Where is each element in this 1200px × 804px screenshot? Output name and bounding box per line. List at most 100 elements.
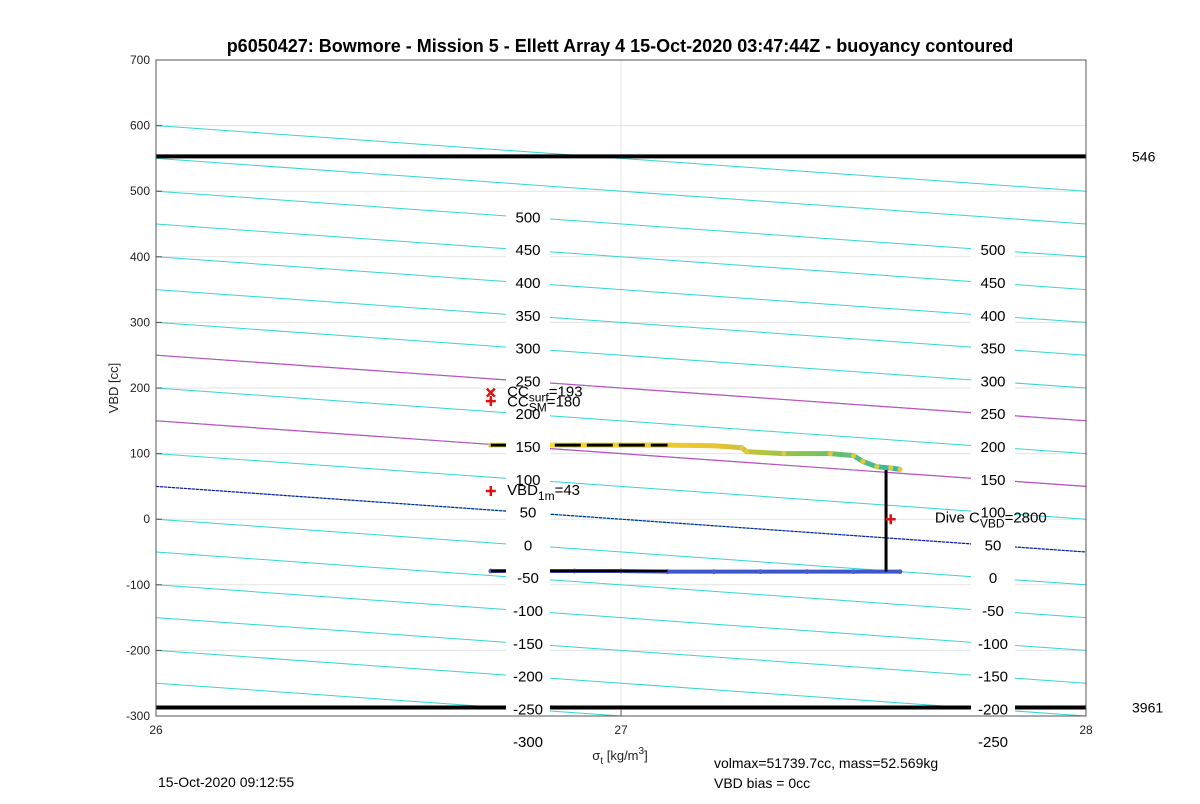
- contour-label-bg: [506, 437, 550, 456]
- contour-label: -150: [978, 669, 1008, 686]
- contour-label-bg: [971, 732, 1015, 751]
- contour-line: [156, 321, 1086, 389]
- x-axis-label: σt [kg/m3]: [592, 746, 647, 767]
- contour-label-bg: [971, 535, 1015, 554]
- contour-line: [156, 387, 1086, 455]
- footer-bias: VBD bias = 0cc: [714, 775, 810, 791]
- y-tick-label: -300: [126, 709, 150, 723]
- y-tick-label: 400: [130, 250, 150, 264]
- marker-plus: [485, 396, 496, 407]
- contour-label: -100: [513, 603, 543, 620]
- y-tick-label: 300: [130, 315, 150, 329]
- contour-line: [156, 256, 1086, 323]
- contour-label: 300: [515, 341, 540, 358]
- contour-labels: 500450400350300250200150100500-50-100-15…: [506, 207, 1015, 751]
- y-tick-label: 0: [143, 512, 150, 526]
- contour-label: 350: [980, 341, 1005, 358]
- contour-line: [156, 190, 1086, 258]
- contour-label: 300: [980, 373, 1005, 390]
- contour-label-bg: [971, 371, 1015, 390]
- contour-label: 400: [515, 275, 540, 292]
- climb-point: [850, 452, 857, 459]
- contour-label-bg: [506, 207, 550, 226]
- x-tick-label: 27: [614, 723, 628, 737]
- footer-volmax: volmax=51739.7cc, mass=52.569kg: [714, 755, 938, 771]
- contour-label: 0: [524, 537, 532, 554]
- chart-title: p6050427: Bowmore - Mission 5 - Ellett A…: [227, 36, 1014, 56]
- annotation: CCSM=180: [507, 393, 580, 414]
- contour-label: 100: [980, 505, 1005, 522]
- contour-label-bg: [971, 338, 1015, 357]
- contour-line: [156, 157, 1086, 225]
- contour-label-bg: [506, 732, 550, 751]
- dive-point: [851, 569, 856, 575]
- contour-label-bg: [506, 601, 550, 620]
- climb-point: [711, 443, 717, 449]
- limit-label: 3961: [1132, 699, 1163, 715]
- contour-label: 450: [515, 242, 540, 259]
- dive-point: [897, 569, 903, 575]
- x-tick-label: 26: [149, 723, 163, 737]
- y-tick-label: 700: [130, 53, 150, 67]
- contour-label-bg: [506, 502, 550, 521]
- y-tick-label: -100: [126, 578, 150, 592]
- contour-line-magenta: [156, 354, 1086, 422]
- data-series: [488, 442, 903, 575]
- contour-line: [156, 551, 1086, 619]
- contour-line: [156, 453, 1086, 520]
- contour-label: 0: [989, 570, 997, 587]
- contour-label-bg: [506, 535, 550, 554]
- marker-plus: [885, 514, 896, 525]
- contour-label-bg: [971, 568, 1015, 587]
- contour-label: 350: [515, 308, 540, 325]
- dive-point: [804, 569, 810, 575]
- contour-label-bg: [506, 273, 550, 292]
- contour-label-bg: [971, 601, 1015, 620]
- contour-label: 100: [515, 472, 540, 489]
- contour-label: 200: [980, 439, 1005, 456]
- contour-label: 150: [515, 439, 540, 456]
- contour-label: -300: [513, 734, 543, 751]
- contour-label: -250: [978, 734, 1008, 751]
- contour-label-bg: [971, 240, 1015, 259]
- dive-point: [711, 569, 717, 575]
- contour-label: -50: [517, 570, 539, 587]
- contour-label: -200: [978, 701, 1008, 718]
- climb-point: [827, 451, 833, 457]
- climb-point: [897, 466, 903, 472]
- contour-label: -50: [982, 603, 1004, 620]
- annotation: VBD1m=43: [507, 482, 580, 503]
- contour-line: [156, 649, 1086, 716]
- dive-point: [758, 569, 763, 575]
- contour-label-bg: [971, 273, 1015, 292]
- marker-x: [485, 387, 496, 398]
- contour-label: 50: [520, 505, 537, 522]
- climb-point: [860, 458, 866, 465]
- annotation: Dive CVBD=2800: [935, 509, 1047, 530]
- contour-label: 200: [515, 406, 540, 423]
- contour-label: 50: [985, 537, 1002, 554]
- contour-label: 500: [515, 209, 540, 226]
- contour-label: 500: [980, 242, 1005, 259]
- contour-label-bg: [506, 371, 550, 390]
- contour-label-bg: [971, 699, 1015, 718]
- contour-label: -100: [978, 636, 1008, 653]
- climb-point: [781, 451, 787, 457]
- contour-line: [156, 518, 1086, 586]
- contour-label-bg: [506, 699, 550, 718]
- contour-label-bg: [506, 240, 550, 259]
- contour-line: [156, 682, 629, 716]
- contour-label-bg: [506, 469, 550, 488]
- markers: [485, 387, 896, 525]
- neutral-buoyancy-line: [156, 485, 1086, 553]
- contour-line: [156, 584, 1086, 651]
- contour-label: 400: [980, 308, 1005, 325]
- x-tick-label: 28: [1079, 723, 1093, 737]
- annotation: CCsurf=193: [507, 384, 582, 405]
- limit-lines: 546 3961: [156, 148, 1163, 715]
- contour-lines: [156, 125, 1086, 716]
- contour-label-bg: [506, 404, 550, 423]
- contour-line-magenta: [156, 420, 1086, 487]
